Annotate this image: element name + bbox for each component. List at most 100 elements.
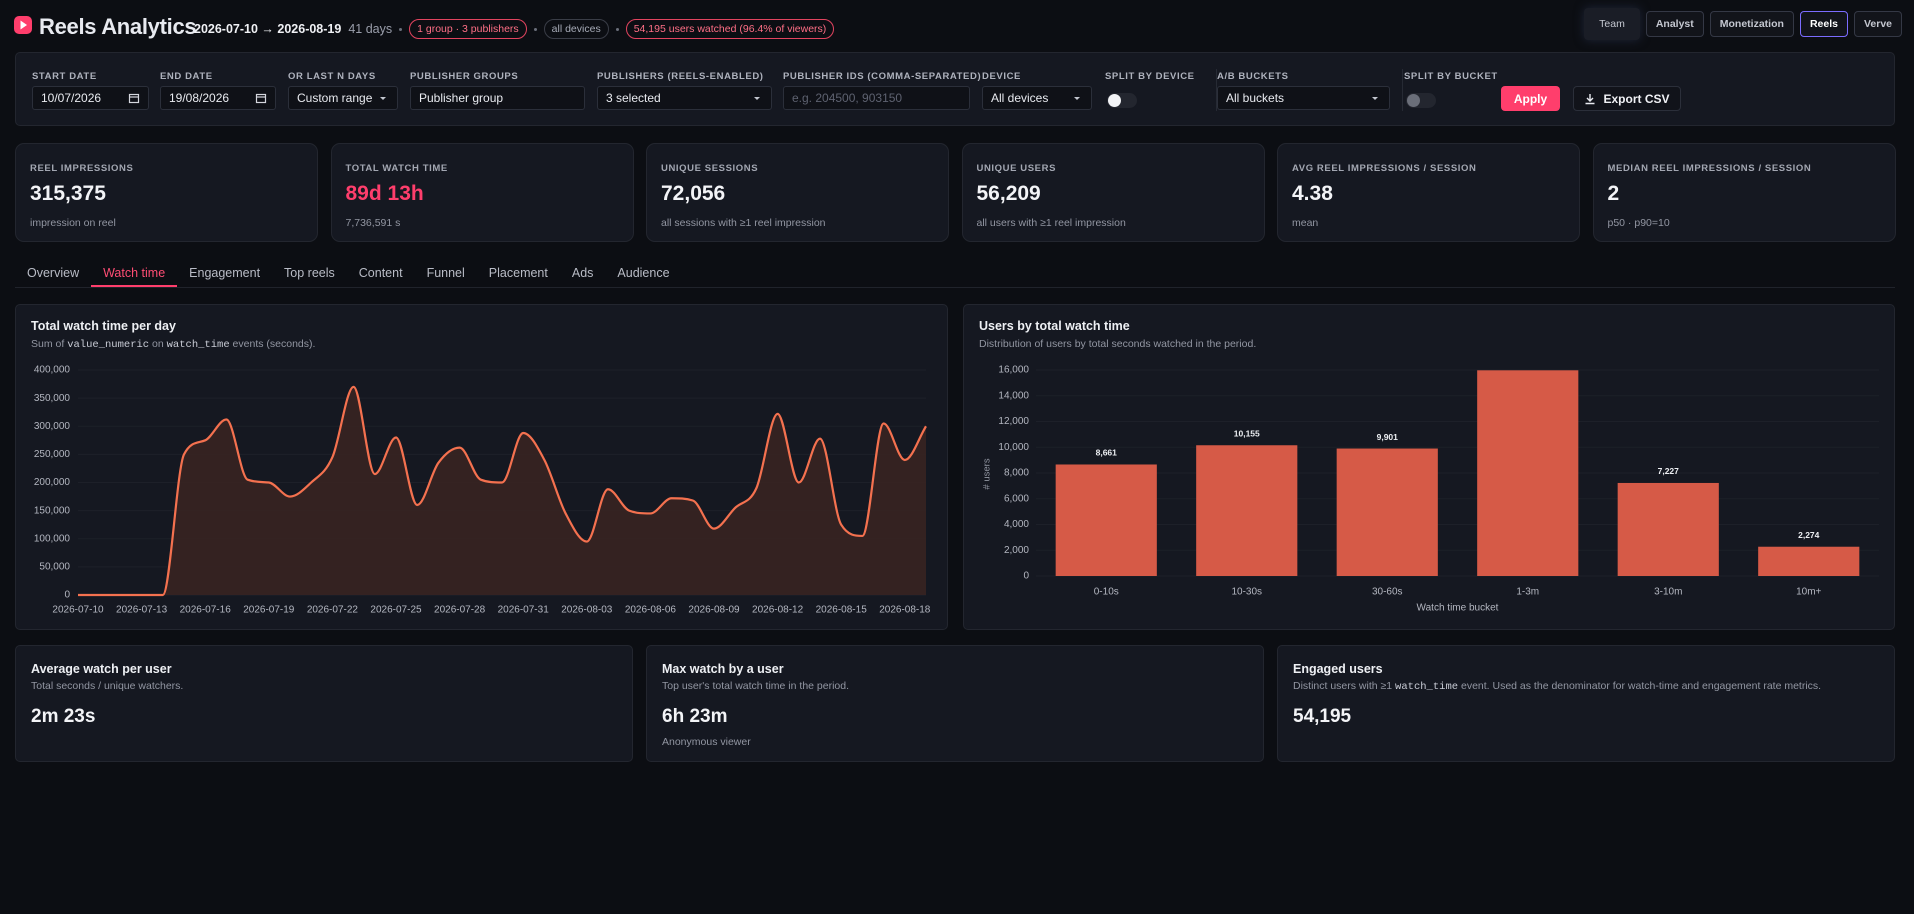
filter-input[interactable]: 10/07/2026	[32, 86, 149, 110]
nav-button[interactable]: Team	[1584, 8, 1640, 40]
kpi-sub: all sessions with ≥1 reel impression	[661, 217, 826, 229]
y-tick-label: 12,000	[998, 416, 1029, 427]
card-value: 54,195	[1293, 706, 1352, 727]
data-label: 10,155	[1234, 429, 1260, 439]
filter-chip: 1 group · 3 publishers	[409, 19, 527, 39]
tab[interactable]: Top reels	[284, 266, 335, 280]
header-meta: 2026-07-10 → 2026-08-19 41 days 1 group …	[194, 19, 835, 39]
kpi-sub: impression on reel	[30, 217, 116, 229]
chart-panel: 0 2,000 4,000 6,000 8,000 10,000 12,000 14,000 1…	[963, 304, 1895, 630]
filter-input[interactable]: All devices	[982, 86, 1092, 110]
app-title: Reels Analytics	[39, 14, 197, 39]
x-tick-label: 2026-07-13	[116, 605, 168, 616]
tab[interactable]: Engagement	[189, 266, 261, 280]
tab[interactable]: Ads	[571, 266, 594, 280]
apply-button[interactable]: Apply	[1501, 86, 1560, 111]
filter-input[interactable]: Custom range	[288, 86, 398, 110]
filter-input[interactable]: Publisher group	[410, 86, 585, 110]
y-tick-label: 2,000	[1004, 545, 1029, 556]
kpi-label: AVG REEL IMPRESSIONS / SESSION	[1292, 163, 1477, 174]
y-tick-label: 0	[64, 590, 70, 601]
x-tick-label: 2026-08-18	[879, 605, 931, 616]
filter-input[interactable]: 19/08/2026	[160, 86, 276, 110]
x-tick-label: 2026-08-09	[688, 605, 740, 616]
filter-input[interactable]: 3 selected	[597, 86, 772, 110]
toggle[interactable]	[1107, 93, 1137, 108]
nav-button[interactable]: Analyst	[1645, 11, 1704, 37]
input-text: All buckets	[1226, 91, 1285, 105]
code-text: watch_time	[166, 339, 230, 351]
line	[78, 385, 927, 597]
text: Distinct users with ≥1	[1293, 680, 1396, 692]
kpi-value: 2	[1607, 182, 1620, 205]
filter-label: PUBLISHER GROUPS	[410, 71, 519, 82]
y-tick-label: 6,000	[1004, 493, 1029, 504]
nav: Team Analyst Monetization Reels Verve	[1584, 8, 1902, 40]
y-tick-label: 4,000	[1004, 519, 1029, 530]
button-text: Export CSV	[1603, 91, 1670, 106]
kpi-sub: p50 · p90=10	[1607, 217, 1670, 229]
select-icon	[1074, 97, 1080, 100]
y-tick-label: 14,000	[998, 390, 1029, 401]
separator-dot	[399, 27, 403, 31]
input-text: 10/07/2026	[41, 91, 102, 105]
filter-input[interactable]: All buckets	[1217, 86, 1390, 110]
tab[interactable]: Watch time	[91, 262, 178, 287]
tab[interactable]: Content	[358, 266, 403, 280]
toggle-knob	[1407, 94, 1420, 107]
text: events (seconds).	[229, 338, 316, 350]
filter-label: START DATE	[32, 71, 97, 82]
y-tick-label: 50,000	[39, 562, 70, 573]
app-logo	[14, 16, 32, 34]
x-tick-label: 10-30s	[1231, 587, 1262, 598]
card-value: 6h 23m	[662, 706, 728, 727]
select-icon	[380, 97, 386, 100]
card-description: Top user's total watch time in the perio…	[662, 680, 849, 692]
x-tick-label: 30-60s	[1372, 587, 1403, 598]
x-axis-label: Watch time bucket	[1417, 603, 1499, 614]
divider	[1216, 69, 1217, 111]
code-text: value_numeric	[67, 339, 150, 351]
bar	[1477, 370, 1579, 576]
kpi-label: REEL IMPRESSIONS	[30, 163, 134, 174]
x-tick-label: 2026-07-31	[498, 605, 550, 616]
card-title: Engaged users	[1293, 662, 1383, 676]
toggle-knob	[1108, 94, 1121, 107]
nav-button[interactable]: Reels	[1799, 11, 1848, 37]
x-tick-label: 2026-07-22	[307, 605, 359, 616]
kpi-label: MEDIAN REEL IMPRESSIONS / SESSION	[1607, 163, 1812, 174]
icon-shape	[754, 97, 760, 100]
kpi-card: UNIQUE USERS 56,209 all users with ≥1 reel…	[961, 143, 1265, 242]
tab[interactable]: Placement	[488, 266, 548, 280]
chart-panel: 0 50,000 100,000 150,000 200,000 250,000 300,0…	[15, 304, 948, 630]
tab[interactable]: Funnel	[426, 266, 465, 280]
play-icon	[20, 20, 27, 30]
filter-chip: 54,195 users watched (96.4% of viewers)	[625, 19, 835, 39]
nav-button[interactable]: Verve	[1853, 11, 1902, 37]
code-text: watch_time	[1395, 681, 1459, 693]
kpi-sub: all users with ≥1 reel impression	[976, 217, 1126, 229]
text: Sum of	[31, 338, 68, 350]
filter-input[interactable]: e.g. 204500, 903150	[783, 86, 970, 110]
stat-card: Average watch per user Total seconds / un…	[15, 645, 633, 762]
input-text: e.g. 204500, 903150	[792, 91, 903, 105]
nav-button[interactable]: Monetization	[1709, 11, 1794, 37]
export-button[interactable]: Export CSV	[1573, 86, 1681, 111]
chart-subtitle: Sum of value_numeric on watch_time event…	[31, 338, 315, 351]
filter-label: PUBLISHER IDS (COMMA-SEPARATED)	[783, 71, 982, 82]
bar	[1055, 464, 1157, 576]
tab[interactable]: Overview	[27, 266, 80, 280]
date-icon	[128, 93, 140, 104]
tab[interactable]: Audience	[617, 266, 670, 280]
kpi-label: TOTAL WATCH TIME	[345, 163, 448, 174]
text: Top user's total watch time in the perio…	[662, 680, 850, 692]
bar	[1336, 448, 1438, 576]
chart-title: Users by total watch time	[979, 319, 1130, 333]
x-tick-label: 2026-07-16	[180, 605, 232, 616]
stat-card: Max watch by a user Top user's total watc…	[646, 645, 1264, 762]
chart-title: Total watch time per day	[31, 319, 176, 333]
x-tick-label: 2026-07-25	[370, 605, 422, 616]
kpi-value: 4.38	[1292, 182, 1333, 205]
toggle[interactable]	[1406, 93, 1436, 108]
y-tick-label: 100,000	[34, 533, 71, 544]
